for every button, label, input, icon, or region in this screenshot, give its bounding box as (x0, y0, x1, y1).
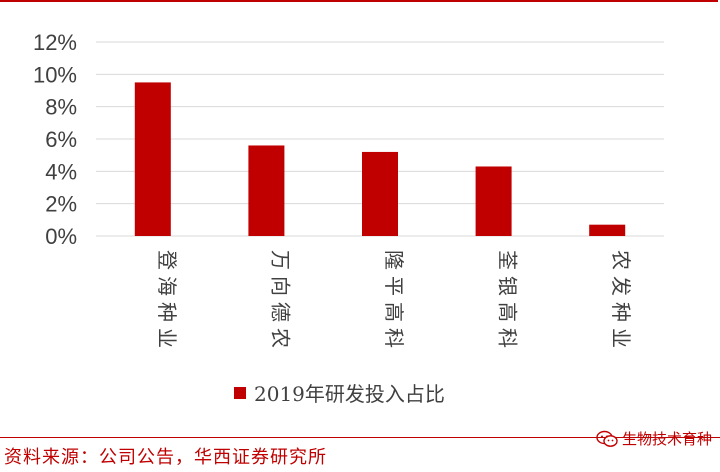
bar-chart: 0% 2% 4% 6% 8% 10% 12% 登海种业 万向德农 隆平高科 荃银高科 农发种业 20… (33, 30, 664, 406)
wechat-icon (596, 430, 618, 447)
x-tick-label: 农发种业 (609, 250, 633, 354)
chart-frame (0, 0, 718, 2)
footer-divider (0, 437, 720, 438)
y-tick-label: 2% (45, 192, 77, 217)
y-tick-label: 6% (45, 127, 77, 152)
x-tick-label: 隆平高科 (382, 250, 406, 354)
y-axis-ticks: 0% 2% 4% 6% 8% 10% 12% (33, 30, 77, 249)
y-tick-label: 12% (33, 30, 77, 55)
bar (248, 145, 285, 236)
y-tick-label: 0% (45, 224, 77, 249)
legend-label: 2019年研发投入占比 (254, 382, 445, 406)
watermark: 生物技术育种 (596, 428, 712, 449)
y-tick-label: 4% (45, 159, 77, 184)
x-axis-ticks: 登海种业 万向德农 隆平高科 荃银高科 农发种业 (155, 250, 633, 354)
bar (362, 151, 398, 236)
legend: 2019年研发投入占比 (234, 382, 445, 406)
x-tick-label: 荃银高科 (496, 250, 520, 354)
source-note: 资料来源：公司公告，华西证券研究所 (4, 447, 327, 468)
x-tick-label: 登海种业 (155, 250, 179, 354)
y-tick-label: 10% (33, 62, 77, 87)
bar (589, 224, 626, 236)
legend-swatch (234, 387, 246, 399)
y-tick-label: 8% (45, 95, 77, 120)
bars (134, 82, 626, 237)
watermark-text: 生物技术育种 (621, 430, 712, 448)
bar (134, 82, 171, 237)
x-tick-label: 万向德农 (268, 250, 292, 354)
bar (475, 166, 512, 236)
